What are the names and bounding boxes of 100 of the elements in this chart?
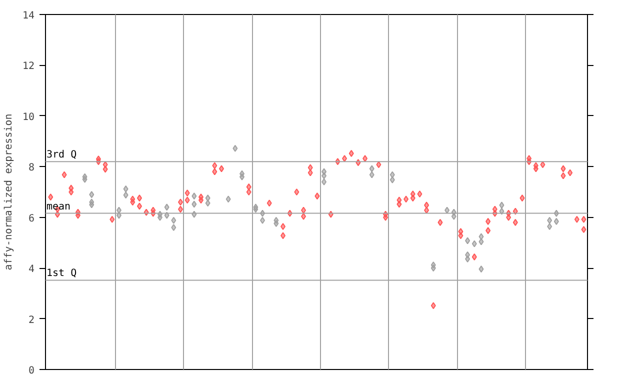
point [205,194,210,202]
point [322,178,327,186]
point [218,165,224,172]
point [547,222,552,230]
point [444,206,450,214]
point [260,216,266,224]
ref-line-label: 1st Q [46,268,77,280]
point [547,216,552,224]
point [171,224,176,231]
point [410,194,416,202]
point [68,184,74,192]
point [212,162,218,170]
point [560,172,566,180]
point [465,237,470,244]
ref-line-label: mean [46,201,71,212]
y-tick-label: 12 [22,61,35,72]
point [116,212,122,219]
y-tick-label: 2 [28,314,35,326]
y-tick-label: 14 [22,10,35,22]
point [581,226,586,234]
point [390,171,395,178]
point [472,240,477,248]
point [314,192,320,200]
point [123,192,128,199]
point [232,144,238,152]
y-tick-label: 10 [22,112,35,123]
point [82,176,88,183]
point [472,253,477,260]
point [48,194,54,201]
point [568,169,573,176]
point [89,191,94,198]
point [369,171,374,178]
y-tick-label: 6 [28,213,35,224]
point [430,302,436,310]
point [178,206,183,213]
point [383,214,388,221]
point [554,218,559,225]
point [520,194,525,202]
point [499,208,504,215]
point [486,218,491,225]
point [506,214,512,221]
point [308,169,313,176]
point [192,200,197,208]
point [301,212,306,220]
point [294,188,300,196]
point [171,216,176,224]
point [102,166,108,173]
point [417,190,422,198]
point [404,196,409,203]
point [424,202,430,209]
point [308,164,313,172]
point [478,266,484,273]
point [342,155,348,162]
point [322,172,327,180]
y-tick-label: 0 [28,366,35,376]
point [123,185,128,192]
point [458,232,464,240]
point [246,188,252,196]
point [478,233,484,240]
point [89,198,94,206]
point [581,216,586,223]
point [116,206,122,214]
point [465,255,470,262]
point [438,218,443,226]
point [376,161,382,168]
point [136,194,142,202]
point [212,168,218,176]
point [451,212,456,220]
point [499,202,504,209]
y-tick-label: 8 [28,162,35,174]
point [478,238,484,246]
point [110,216,115,223]
point [424,206,430,214]
point [226,196,231,203]
point [136,202,142,210]
point [560,165,566,172]
point [274,220,279,227]
y-axis-title: affy-normalized expression [3,114,14,270]
point [280,232,286,240]
point [533,165,538,172]
point [178,198,183,206]
point [574,216,580,223]
point [266,200,272,207]
point [184,196,190,204]
point [280,222,286,230]
point [348,150,354,157]
point [486,227,491,234]
point [362,155,368,162]
point [301,206,306,214]
point [369,165,374,172]
y-tick-label: 4 [28,264,35,276]
point [164,204,170,211]
point [390,176,395,184]
point [430,264,436,272]
point [540,161,546,168]
point [512,218,518,226]
point [246,183,252,190]
point [130,198,136,206]
point [205,200,210,207]
point [62,171,67,178]
